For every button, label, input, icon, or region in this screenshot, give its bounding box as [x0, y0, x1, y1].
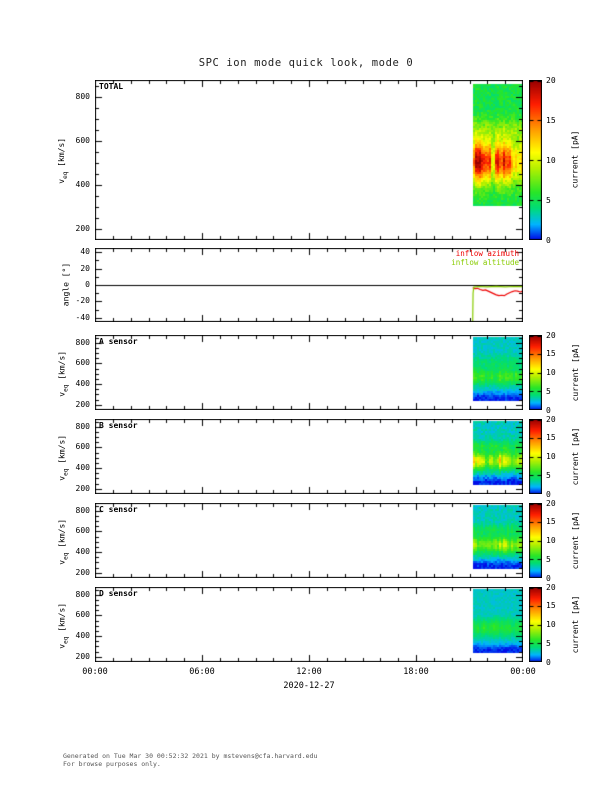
colorbar-tick-label: 0 — [546, 573, 551, 583]
colorbar-tick-label: 10 — [546, 452, 556, 461]
panel-label-a-sensor: A sensor — [99, 337, 138, 346]
total-spectrogram-canvas — [95, 80, 523, 240]
y-tick-label: 600 — [75, 526, 90, 536]
panel-total-spectrogram: TOTAL — [95, 80, 523, 240]
y-tick-label: 20 — [80, 263, 90, 273]
panel-label-c-sensor: C sensor — [99, 505, 138, 514]
y-tick-label: 600 — [75, 135, 90, 145]
y-tick-label: 0 — [85, 280, 90, 289]
a-sensor-spectrogram-canvas — [95, 335, 523, 410]
colorbar-tick-label: 0 — [546, 657, 551, 667]
y-tick-label: 200 — [75, 399, 90, 409]
footer-generated-line: Generated on Tue Mar 30 00:52:32 2021 by… — [63, 752, 318, 760]
colorbar — [529, 503, 542, 578]
legend-inflow-altitude: inflow altitude — [451, 258, 519, 267]
colorbar — [529, 80, 542, 240]
colorbar-title: current [pA] — [570, 595, 580, 653]
x-tick-label-4: 00:00 — [510, 667, 536, 677]
panel-c-sensor-spectrogram: C sensor — [95, 503, 523, 578]
x-tick-label-3: 18:00 — [403, 667, 429, 677]
y-tick-label: 400 — [75, 179, 90, 189]
colorbar-tick-label: 5 — [546, 386, 551, 396]
y-axis-title-velocity: veq [km/s] — [57, 434, 69, 481]
y-tick-label: 800 — [75, 91, 90, 101]
x-axis-date-label: 2020-12-27 — [283, 681, 335, 691]
colorbar — [529, 419, 542, 494]
colorbar-tick-label: 20 — [546, 582, 556, 592]
y-tick-label: 200 — [75, 567, 90, 577]
y-tick-label: 400 — [75, 379, 90, 389]
y-tick-label: 40 — [80, 247, 90, 257]
colorbar-tick-label: 5 — [546, 470, 551, 480]
colorbar-tick-label: 0 — [546, 405, 551, 415]
panel-a-sensor-spectrogram: A sensor — [95, 335, 523, 410]
colorbar-title: current [pA] — [570, 427, 580, 485]
colorbar-title: current [pA] — [570, 130, 580, 189]
y-tick-label: 200 — [75, 483, 90, 493]
colorbar-tick-label: 10 — [546, 620, 556, 629]
colorbar-tick-label: 5 — [546, 554, 551, 564]
y-tick-label: 200 — [75, 223, 90, 233]
panel-label-b-sensor: B sensor — [99, 421, 138, 430]
colorbar-tick-label: 10 — [546, 368, 556, 377]
y-tick-label: 800 — [75, 337, 90, 347]
x-tick-label-1: 06:00 — [189, 667, 215, 677]
colorbar-title: current [pA] — [570, 343, 580, 401]
page-title: SPC ion mode quick look, mode 0 — [198, 57, 414, 69]
y-axis-title-velocity: veq [km/s] — [57, 518, 69, 565]
y-tick-label: 600 — [75, 358, 90, 368]
c-sensor-spectrogram-canvas — [95, 503, 523, 578]
colorbar-tick-label: 10 — [546, 536, 556, 545]
y-axis-title-angle: angle [°] — [61, 262, 71, 307]
panel-b-sensor-spectrogram: B sensor — [95, 419, 523, 494]
footer-browse-line: For browse purposes only. — [63, 760, 161, 768]
angle-plot-canvas — [95, 248, 523, 322]
colorbar-tick-label: 15 — [546, 433, 556, 443]
panel-label-total: TOTAL — [99, 82, 124, 91]
colorbar-tick-label: 5 — [546, 195, 551, 205]
panel-label-d-sensor: D sensor — [99, 589, 138, 598]
colorbar-tick-label: 0 — [546, 235, 551, 245]
colorbar-tick-label: 0 — [546, 489, 551, 499]
colorbar-tick-label: 15 — [546, 601, 556, 611]
colorbar-tick-label: 20 — [546, 498, 556, 508]
colorbar-tick-label: 20 — [546, 330, 556, 340]
y-tick-label: 600 — [75, 610, 90, 620]
y-axis-title-velocity: veq [km/s] — [57, 137, 69, 184]
y-tick-label: 600 — [75, 442, 90, 452]
colorbar-title: current [pA] — [570, 511, 580, 569]
colorbar-tick-label: 15 — [546, 115, 556, 125]
d-sensor-spectrogram-canvas — [95, 587, 523, 662]
y-axis-title-velocity: veq [km/s] — [57, 602, 69, 649]
y-tick-label: 800 — [75, 589, 90, 599]
colorbar — [529, 335, 542, 410]
colorbar-tick-label: 20 — [546, 414, 556, 424]
y-tick-label: -20 — [75, 296, 90, 306]
b-sensor-spectrogram-canvas — [95, 419, 523, 494]
y-axis-title-velocity: veq [km/s] — [57, 350, 69, 397]
colorbar-tick-label: 10 — [546, 155, 556, 165]
colorbar — [529, 587, 542, 662]
y-tick-label: -40 — [75, 312, 90, 322]
legend-inflow-azimuth: inflow azimuth — [455, 249, 519, 258]
panel-d-sensor-spectrogram: D sensor — [95, 587, 523, 662]
y-tick-label: 800 — [75, 505, 90, 515]
colorbar-tick-label: 15 — [546, 517, 556, 527]
y-tick-label: 400 — [75, 547, 90, 557]
y-tick-label: 400 — [75, 631, 90, 641]
y-tick-label: 200 — [75, 651, 90, 661]
colorbar-tick-label: 5 — [546, 638, 551, 648]
panel-inflow-angle: inflow azimuth inflow altitude — [95, 248, 523, 322]
y-tick-label: 400 — [75, 463, 90, 473]
x-tick-label-0: 00:00 — [82, 667, 108, 677]
colorbar-tick-label: 20 — [546, 75, 556, 85]
colorbar-tick-label: 15 — [546, 349, 556, 359]
y-tick-label: 800 — [75, 421, 90, 431]
x-tick-label-2: 12:00 — [296, 667, 322, 677]
